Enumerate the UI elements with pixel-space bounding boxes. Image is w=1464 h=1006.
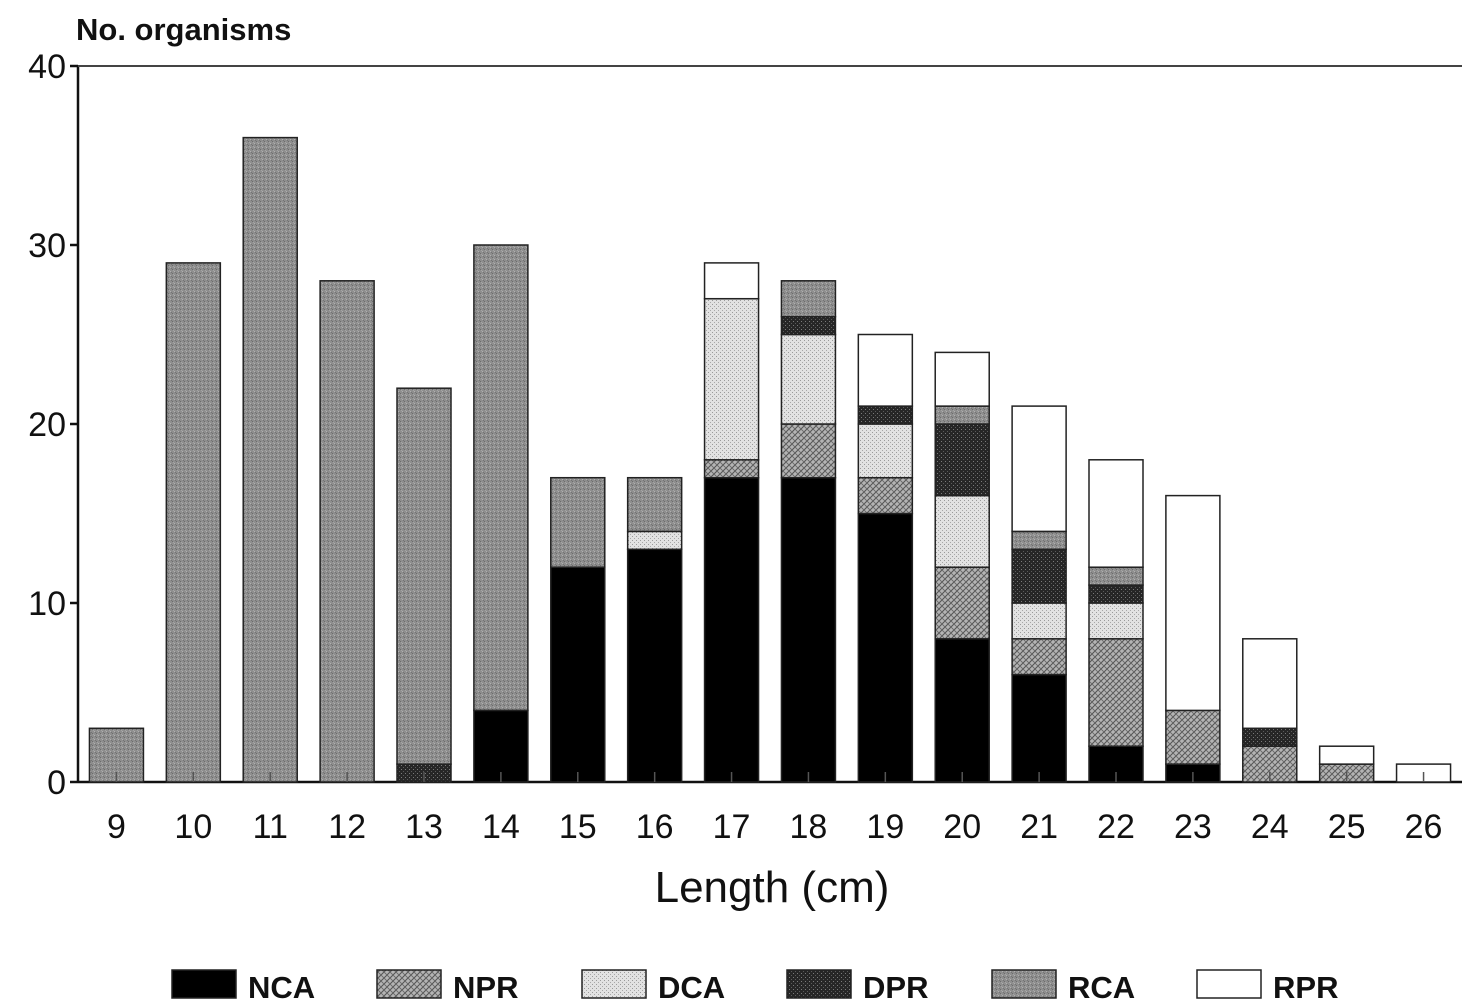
y-tick-label: 20	[28, 406, 66, 444]
bar-segment-rca	[242, 136, 298, 783]
bar-segment-npr	[703, 459, 760, 479]
bar-segment-dca	[703, 297, 760, 461]
x-tick-label: 11	[253, 808, 288, 846]
x-tick-label: 17	[713, 808, 751, 846]
bar-segment-nca	[857, 512, 914, 783]
y-axis-title: No. organisms	[76, 12, 291, 47]
x-tick-label: 23	[1174, 808, 1212, 846]
bar-segment-dpr	[857, 405, 914, 425]
legend-label-npr: NPR	[453, 970, 518, 1005]
bar-segment-rpr	[934, 351, 990, 407]
y-tick-label: 30	[28, 227, 66, 265]
x-tick-label: 13	[405, 808, 443, 846]
x-tick-label: 21	[1020, 808, 1058, 846]
x-tick-label: 22	[1097, 808, 1135, 846]
bar-segment-nca	[550, 566, 606, 783]
bar-segment-rpr	[1318, 745, 1375, 765]
bar-segment-rpr	[1088, 459, 1144, 568]
x-tick-label: 19	[866, 808, 904, 846]
bar-segment-npr	[1088, 638, 1144, 747]
legend-swatch-npr	[376, 969, 442, 999]
bar-segment-rpr	[1242, 638, 1298, 730]
bar-segment-rpr	[1011, 405, 1067, 533]
x-tick-label: 10	[174, 808, 212, 846]
bar-segment-dca	[1088, 602, 1144, 640]
bar-segment-rca	[1011, 530, 1067, 551]
bar-segment-dpr	[1088, 584, 1144, 604]
bar-segment-rca	[780, 280, 837, 318]
bar-segment-nca	[473, 709, 529, 783]
y-tick-label: 10	[28, 585, 66, 623]
legend-swatch-rpr	[1196, 969, 1262, 999]
x-tick-label: 24	[1251, 808, 1289, 846]
bar-segment-rca	[319, 280, 375, 783]
bar-segment-rca	[626, 476, 683, 533]
x-tick-label: 16	[636, 808, 674, 846]
bar-segment-rpr	[1165, 494, 1221, 712]
x-tick-label: 25	[1328, 808, 1366, 846]
x-tick-label: 18	[790, 808, 828, 846]
bar-segment-rca	[165, 262, 222, 783]
bar-segment-rca	[473, 244, 529, 712]
bar-segment-dpr	[1011, 548, 1067, 604]
x-tick-label: 26	[1405, 808, 1443, 846]
x-tick-label: 12	[328, 808, 366, 846]
legend-label-rpr: RPR	[1273, 970, 1338, 1005]
bar-segment-dca	[857, 423, 914, 479]
legend-swatch-nca	[171, 969, 237, 999]
legend-swatch-dpr	[786, 969, 852, 999]
y-tick-label: 40	[28, 48, 66, 86]
bar-segment-dca	[780, 333, 837, 425]
legend-swatch-rca	[991, 969, 1057, 999]
legend-label-dca: DCA	[658, 970, 725, 1005]
bar-segment-dpr	[934, 423, 990, 497]
bar-segment-rca	[1088, 566, 1144, 586]
bar-segment-rpr	[703, 262, 760, 300]
bar-segment-npr	[1011, 638, 1067, 676]
legend-label-nca: NCA	[248, 970, 315, 1005]
x-tick-label: 14	[482, 808, 520, 846]
x-tick-label: 15	[559, 808, 597, 846]
bar-segment-nca	[626, 548, 683, 783]
bar-segment-rca	[550, 476, 606, 568]
bar-segment-nca	[1011, 673, 1067, 783]
bar-segment-nca	[934, 638, 990, 783]
bar-segment-dca	[1011, 602, 1067, 640]
y-tick-label: 0	[47, 764, 66, 802]
x-axis-title: Length (cm)	[655, 863, 890, 912]
bar-segment-nca	[703, 476, 760, 783]
bar-segment-npr	[780, 423, 837, 479]
bar-segment-dpr	[780, 315, 837, 336]
bar-segment-dca	[626, 530, 683, 551]
bar-segment-rpr	[857, 333, 914, 407]
legend-label-dpr: DPR	[863, 970, 928, 1005]
bar-segment-dca	[934, 494, 990, 568]
bar-segment-rca	[396, 387, 452, 765]
x-tick-label: 9	[107, 808, 126, 846]
bar-segment-nca	[780, 476, 837, 783]
bar-segment-npr	[857, 476, 914, 515]
bar-segment-dpr	[1242, 727, 1298, 747]
bar-segment-npr	[1165, 709, 1221, 765]
bar-segment-npr	[934, 566, 990, 640]
bar-segment-rca	[934, 405, 990, 425]
x-tick-label: 20	[943, 808, 981, 846]
legend-label-rca: RCA	[1068, 970, 1135, 1005]
legend-swatch-dca	[581, 969, 647, 999]
